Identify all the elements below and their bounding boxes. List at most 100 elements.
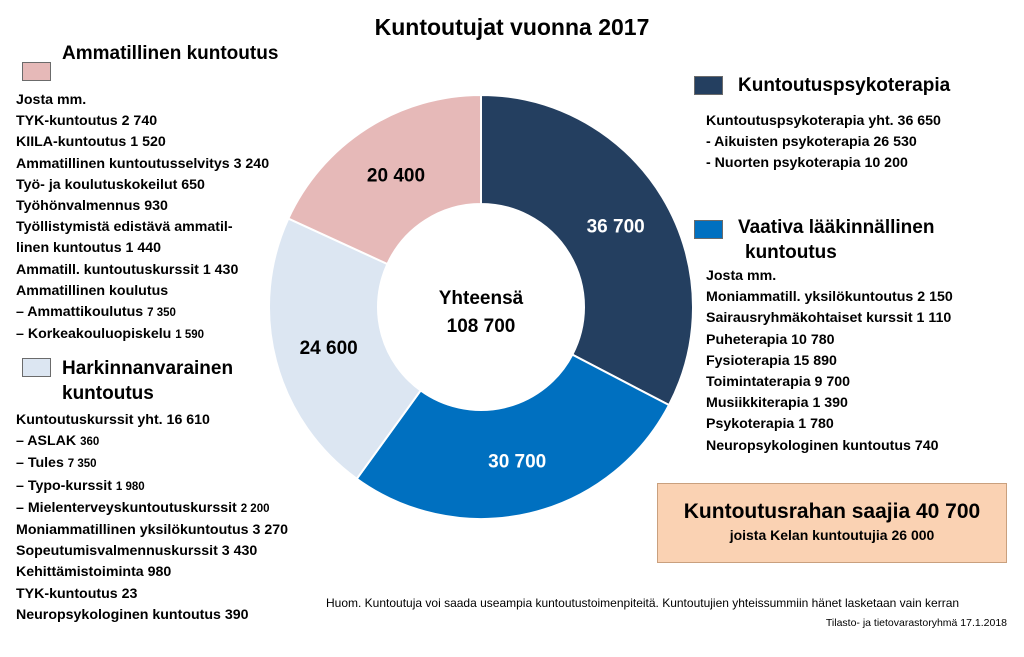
vaativa-line-text: Toimintaterapia 9 700 <box>706 374 851 391</box>
psykoterapia-line: - Nuorten psykoterapia 10 200 <box>706 153 941 174</box>
ammatillinen-line-text: Työllistymistä edistävä ammatil- <box>16 219 233 236</box>
harkinnanvarainen-line: Kehittämistoiminta 980 <box>16 562 288 583</box>
legend-details-kuntoutuspsykoterapia: Kuntoutuspsykoterapia yht. 36 650 - Aikui… <box>706 111 941 175</box>
psykoterapia-line-text: - Aikuisten psykoterapia 26 530 <box>706 134 917 151</box>
footnote: Huom. Kuntoutuja voi saada useampia kunt… <box>326 596 960 610</box>
vaativa-line: Josta mm. <box>706 266 953 287</box>
harkinnanvarainen-line: – ASLAK 360 <box>16 431 288 453</box>
vaativa-line-text: Musiikkiterapia 1 390 <box>706 395 848 412</box>
ammatillinen-line: linen kuntoutus 1 440 <box>16 238 269 259</box>
slice-value-label: 20 400 <box>367 165 425 186</box>
harkinnanvarainen-line-text: Neuropsykologinen kuntoutus 390 <box>16 606 249 623</box>
legend-title-ammatillinen: Ammatillinen kuntoutus <box>62 43 279 64</box>
legend-swatch-ammatillinen <box>22 62 51 81</box>
ammatillinen-line: Ammatillinen kuntoutusselvitys 3 240 <box>16 154 269 175</box>
legend-title-harkinnanvarainen-2: kuntoutus <box>62 383 154 404</box>
legend-details-ammatillinen: Josta mm. TYK-kuntoutus 2 740 KIILA-kuntou… <box>16 90 269 346</box>
ammatillinen-line: Josta mm. <box>16 90 269 111</box>
kuntoutusraha-box: Kuntoutusrahan saajia 40 700 joista Kela… <box>657 483 1007 563</box>
kuntoutusraha-main: Kuntoutusrahan saajia 40 700 <box>683 500 981 523</box>
vaativa-line-text: Fysioterapia 15 890 <box>706 352 837 369</box>
vaativa-line: Neuropsykologinen kuntoutus 740 <box>706 436 953 457</box>
ammatillinen-line-text: Josta mm. <box>16 92 87 108</box>
vaativa-line-text: Neuropsykologinen kuntoutus 740 <box>706 437 939 454</box>
donut-slice <box>268 217 423 481</box>
harkinnanvarainen-line-text: – Typo-kurssit <box>16 477 116 494</box>
ammatillinen-line-text: – Ammattikoulutus <box>16 304 148 321</box>
harkinnanvarainen-line-text: Kuntoutuskurssit yht. 16 610 <box>16 412 210 428</box>
slice-value-label: 24 600 <box>300 338 358 359</box>
vaativa-line: Psykoterapia 1 780 <box>706 414 953 435</box>
harkinnanvarainen-line-text: Moniammatillinen yksilökuntoutus 3 270 <box>16 522 288 539</box>
harkinnanvarainen-line: – Mielenterveyskuntoutuskurssit 2 200 <box>16 498 288 520</box>
legend-swatch-harkinnanvarainen <box>22 358 51 377</box>
vaativa-line-text: Puheterapia 10 780 <box>706 331 835 348</box>
harkinnanvarainen-line-text: – ASLAK <box>16 433 81 450</box>
center-total-label: Yhteensä <box>439 288 524 309</box>
psykoterapia-line: Kuntoutuspsykoterapia yht. 36 650 <box>706 111 941 132</box>
legend-title-vaativa-2: kuntoutus <box>745 242 837 263</box>
ammatillinen-line: – Korkeakouluopiskelu 1 590 <box>16 324 269 346</box>
donut-slice <box>480 93 694 407</box>
center-total-value: 108 700 <box>447 316 516 337</box>
harkinnanvarainen-line-text: TYK-kuntoutus 23 <box>16 585 138 602</box>
ammatillinen-line-text: linen kuntoutus 1 440 <box>16 240 162 257</box>
vaativa-line: Toimintaterapia 9 700 <box>706 372 953 393</box>
donut-slice <box>287 93 482 266</box>
ammatillinen-line-value: 1 590 <box>175 329 205 342</box>
harkinnanvarainen-line-text: – Tules <box>16 455 68 472</box>
harkinnanvarainen-line: Kuntoutuskurssit yht. 16 610 <box>16 410 288 431</box>
ammatillinen-line-text: Työhönvalmennus 930 <box>16 198 168 215</box>
harkinnanvarainen-line-text: – Mielenterveyskuntoutuskurssit <box>16 499 241 516</box>
ammatillinen-line: Työllistymistä edistävä ammatil- <box>16 217 269 238</box>
vaativa-line: Puheterapia 10 780 <box>706 330 953 351</box>
ammatillinen-line-text: KIILA-kuntoutus 1 520 <box>16 134 166 151</box>
ammatillinen-line: Työ- ja koulutuskokeilut 650 <box>16 175 269 196</box>
vaativa-line: Moniammatill. yksilökuntoutus 2 150 <box>706 287 953 308</box>
harkinnanvarainen-line: – Tules 7 350 <box>16 453 288 475</box>
ammatillinen-line: Työhönvalmennus 930 <box>16 196 269 217</box>
harkinnanvarainen-line-value: 2 200 <box>240 502 270 515</box>
harkinnanvarainen-line-value: 7 350 <box>67 458 97 471</box>
legend-details-harkinnanvarainen: Kuntoutuskurssit yht. 16 610– ASLAK 360–… <box>16 410 288 626</box>
harkinnanvarainen-line: Moniammatillinen yksilökuntoutus 3 270 <box>16 520 288 541</box>
harkinnanvarainen-line-value: 1 980 <box>115 480 145 493</box>
harkinnanvarainen-line: Sopeutumisvalmennuskurssit 3 430 <box>16 541 288 562</box>
ammatillinen-line-value: 7 350 <box>147 307 176 320</box>
harkinnanvarainen-line: TYK-kuntoutus 23 <box>16 584 288 605</box>
vaativa-line: Fysioterapia 15 890 <box>706 351 953 372</box>
legend-details-vaativa: Josta mm. Moniammatill. yksilökuntoutus 2… <box>706 266 953 457</box>
vaativa-line-text: Moniammatill. yksilökuntoutus 2 150 <box>706 289 953 306</box>
chart-title: Kuntoutujat vuonna 2017 <box>374 14 650 40</box>
legend-swatch-vaativa <box>694 220 723 239</box>
ammatillinen-line: TYK-kuntoutus 2 740 <box>16 111 269 132</box>
vaativa-line-text: Sairausryhmäkohtaiset kurssit 1 110 <box>706 310 952 327</box>
ammatillinen-line: – Ammattikoulutus 7 350 <box>16 302 269 324</box>
legend-swatch-kuntoutuspsykoterapia <box>694 76 723 95</box>
ammatillinen-line-text: TYK-kuntoutus 2 740 <box>16 113 158 130</box>
kuntoutusraha-sub: joista Kelan kuntoutujia 26 000 <box>729 527 935 543</box>
harkinnanvarainen-line: Neuropsykologinen kuntoutus 390 <box>16 605 288 626</box>
ammatillinen-line: Ammatillinen koulutus <box>16 281 269 302</box>
vaativa-line-text: Josta mm. <box>706 268 777 284</box>
ammatillinen-line-text: Ammatill. kuntoutuskurssit 1 430 <box>16 261 239 278</box>
donut-slice <box>355 353 671 520</box>
ammatillinen-line-text: Ammatillinen koulutus <box>16 282 169 299</box>
vaativa-line: Musiikkiterapia 1 390 <box>706 393 953 414</box>
legend-title-vaativa-1: Vaativa lääkinnällinen <box>738 217 935 238</box>
legend-title-kuntoutuspsykoterapia: Kuntoutuspsykoterapia <box>738 75 951 96</box>
ammatillinen-line-text: Työ- ja koulutuskokeilut 650 <box>16 176 205 193</box>
harkinnanvarainen-line-value: 360 <box>80 436 100 449</box>
vaativa-line-text: Psykoterapia 1 780 <box>706 416 834 433</box>
ammatillinen-line: KIILA-kuntoutus 1 520 <box>16 132 269 153</box>
ammatillinen-line: Ammatill. kuntoutuskurssit 1 430 <box>16 260 269 281</box>
psykoterapia-line: - Aikuisten psykoterapia 26 530 <box>706 132 941 153</box>
ammatillinen-line-text: Ammatillinen kuntoutusselvitys 3 240 <box>16 155 270 172</box>
harkinnanvarainen-line-text: Sopeutumisvalmennuskurssit 3 430 <box>16 543 258 560</box>
harkinnanvarainen-line-text: Kehittämistoiminta 980 <box>16 564 172 581</box>
slice-value-label: 30 700 <box>488 451 546 472</box>
vaativa-line: Sairausryhmäkohtaiset kurssit 1 110 <box>706 308 953 329</box>
legend-title-harkinnanvarainen-1: Harkinnanvarainen <box>62 358 234 379</box>
harkinnanvarainen-line: – Typo-kurssit 1 980 <box>16 476 288 498</box>
